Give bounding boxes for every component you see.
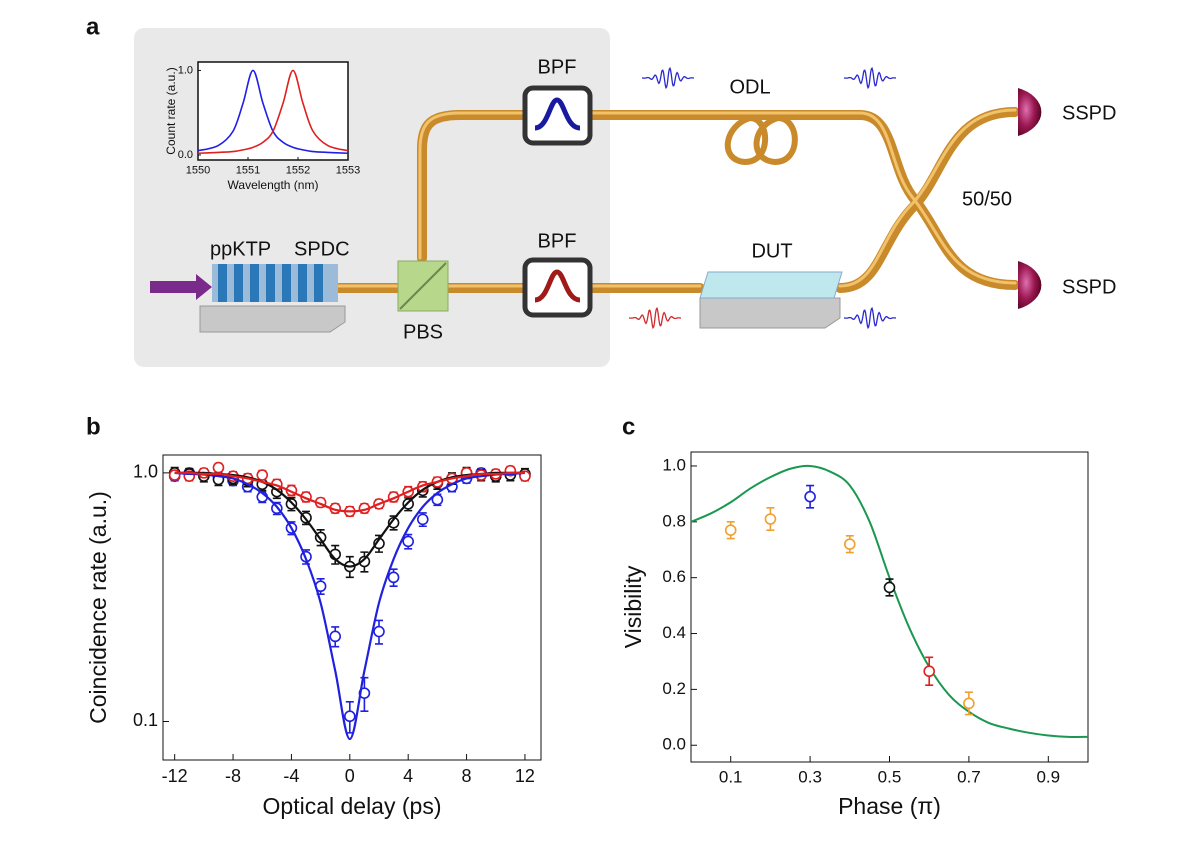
x-tick-label: 1550 — [186, 164, 210, 176]
crystal-base — [199, 305, 346, 333]
wave-packet — [844, 66, 896, 90]
data-point — [431, 493, 444, 506]
pump-arrow — [150, 274, 212, 300]
fit-line — [174, 471, 526, 741]
wave-packet — [642, 66, 694, 90]
data-point — [402, 535, 414, 548]
x-axis-label: Optical delay (ps) — [263, 793, 442, 819]
data-point — [329, 630, 342, 643]
data-point — [373, 625, 385, 638]
plot-area — [162, 454, 542, 761]
label: BPF — [538, 56, 577, 78]
x-tick-label: -12 — [162, 766, 188, 786]
x-tick-label: 1551 — [236, 164, 260, 176]
y-tick-label: 1.0 — [133, 462, 158, 482]
data-point — [804, 490, 816, 503]
x-tick-label: 0.1 — [719, 768, 743, 787]
data-point — [923, 665, 936, 678]
wave-packet — [629, 306, 681, 330]
x-axis-label: Phase (π) — [838, 793, 941, 819]
plot-area — [690, 451, 1089, 763]
bpf-top-curve — [534, 97, 581, 131]
plot-area — [197, 61, 349, 161]
data-point — [358, 555, 371, 568]
y-axis-label: Count rate (a.u.) — [164, 67, 178, 154]
data-point — [883, 581, 896, 594]
x-tick-label: 0.7 — [957, 768, 981, 787]
pbs-diagonal — [399, 262, 447, 310]
y-tick-label: 0.1 — [133, 710, 158, 730]
y-axis-label: Visibility — [620, 565, 646, 648]
fit-line — [174, 471, 525, 568]
x-tick-label: 0.3 — [798, 768, 822, 787]
bpf-bottom-curve — [534, 269, 581, 303]
y-tick-label: 0.8 — [662, 511, 686, 530]
data-point — [344, 710, 356, 723]
data-point — [168, 469, 181, 481]
label: PBS — [403, 321, 443, 343]
label: ODL — [729, 76, 770, 98]
x-tick-label: 1552 — [286, 164, 310, 176]
panel-label: b — [86, 413, 101, 440]
x-tick-label: 0 — [345, 766, 355, 786]
data-point — [764, 513, 777, 525]
x-tick-label: 8 — [462, 766, 472, 786]
data-point — [256, 469, 269, 481]
x-tick-label: 0.5 — [878, 768, 902, 787]
label: SSPD — [1062, 276, 1116, 298]
x-tick-label: 0.9 — [1036, 768, 1060, 787]
x-tick-label: 1553 — [336, 164, 360, 176]
crystal-poling — [218, 264, 323, 302]
data-point — [212, 461, 225, 474]
label: SSPD — [1062, 102, 1116, 124]
y-tick-label: 0.4 — [662, 623, 686, 642]
x-tick-label: 12 — [515, 766, 535, 786]
fit-line — [690, 464, 1089, 738]
fibers — [333, 107, 1020, 293]
data-point — [724, 524, 737, 536]
panel-label: a — [86, 13, 100, 40]
label: DUT — [751, 240, 792, 262]
detector — [1018, 261, 1042, 309]
data-point — [387, 571, 400, 584]
wave-packet — [844, 306, 896, 330]
x-tick-label: -4 — [283, 766, 299, 786]
x-tick-label: 4 — [403, 766, 413, 786]
label: BPF — [538, 230, 577, 252]
label: ppKTP — [210, 238, 271, 260]
label: 50/50 — [962, 188, 1012, 210]
label: SPDC — [294, 238, 350, 260]
bpf-bottom — [522, 257, 593, 318]
y-tick-label: 0.0 — [662, 735, 686, 754]
chart: 1550 1551 1552 1553 0.0 1.0 Wavelength (nm) Cou… — [164, 61, 360, 192]
y-tick-label: 0.6 — [662, 567, 686, 586]
fit-line — [174, 471, 525, 513]
chart: 0.1 0.3 0.5 0.7 0.9 0.0 0.2 0.4 0.6 0.8 1.0 Phase (… — [620, 451, 1089, 819]
y-axis-label: Coincidence rate (a.u.) — [85, 491, 111, 724]
x-tick-label: -8 — [225, 766, 241, 786]
y-tick-label: 1.0 — [178, 64, 193, 76]
chart: -12 -8 -4 0 4 8 12 0.1 1.0 Optical delay (ps) Coin… — [85, 454, 542, 819]
dut — [699, 271, 843, 299]
y-tick-label: 0.0 — [178, 149, 193, 161]
y-tick-label: 1.0 — [662, 455, 686, 474]
x-axis-label: Wavelength (nm) — [228, 178, 319, 192]
data-point — [963, 697, 975, 710]
panel-label: c — [622, 413, 635, 440]
detector — [1018, 88, 1042, 136]
spectrum-line — [197, 69, 349, 155]
dut-base — [699, 297, 841, 329]
bpf-top — [522, 85, 593, 146]
data-point — [843, 538, 856, 550]
data-point — [416, 513, 429, 526]
y-tick-label: 0.2 — [662, 679, 686, 698]
